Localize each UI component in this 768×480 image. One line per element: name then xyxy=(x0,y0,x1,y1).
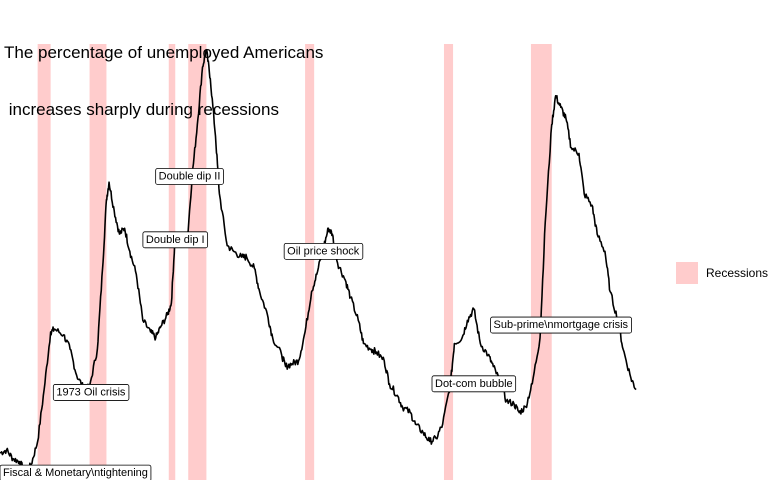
annotation-labels: Fiscal & Monetary\ntightening 1973 Oil cr… xyxy=(0,168,632,480)
annotation-box-1 xyxy=(0,464,152,480)
annotation-4: Double dip II xyxy=(155,168,224,185)
recession-bands xyxy=(37,44,552,480)
annotation-text-3: Double dip I xyxy=(146,234,205,246)
annotation-6: Dot-com bubble xyxy=(431,375,517,393)
unemployment-line-group xyxy=(0,48,637,475)
annotation-box-7 xyxy=(490,316,632,334)
annotation-text-1: Fiscal & Monetary\ntightening xyxy=(3,467,148,479)
unemployment-line xyxy=(0,48,637,475)
legend-key-recessions xyxy=(676,262,698,284)
chart-title: The percentage of unemployed Americans i… xyxy=(4,5,323,138)
annotation-text-7: Sub-prime\nmortgage crisis xyxy=(494,319,629,331)
annotation-5: Oil price shock xyxy=(283,242,364,260)
annotation-1: Fiscal & Monetary\ntightening xyxy=(0,464,152,480)
annotation-box-3 xyxy=(142,231,209,249)
annotation-3: Double dip I xyxy=(142,231,209,249)
recession-band-1 xyxy=(37,44,51,480)
annotation-text-4: Double dip II xyxy=(159,170,221,182)
annotation-box-5 xyxy=(283,242,364,260)
recession-band-6 xyxy=(443,44,454,480)
recession-band-7 xyxy=(530,44,552,480)
annotation-box-4 xyxy=(155,168,224,185)
recession-band-4 xyxy=(188,44,207,480)
annotation-7: Sub-prime\nmortgage crisis xyxy=(490,316,632,334)
annotation-text-5: Oil price shock xyxy=(287,245,360,257)
annotation-text-2: 1973 Oil crisis xyxy=(56,386,126,398)
legend: Recessions xyxy=(676,262,768,284)
legend-label-recessions: Recessions xyxy=(706,266,768,280)
recession-band-3 xyxy=(168,44,176,480)
chart-title-line-1: The percentage of unemployed Americans xyxy=(4,43,324,62)
recession-band-5 xyxy=(305,44,315,480)
annotation-text-6: Dot-com bubble xyxy=(435,378,513,390)
annotation-2: 1973 Oil crisis xyxy=(52,384,130,401)
annotation-box-6 xyxy=(431,375,517,393)
chart-title-line-2: increases sharply during recessions xyxy=(4,100,279,119)
annotation-box-2 xyxy=(52,384,130,401)
recession-band-2 xyxy=(89,44,107,480)
